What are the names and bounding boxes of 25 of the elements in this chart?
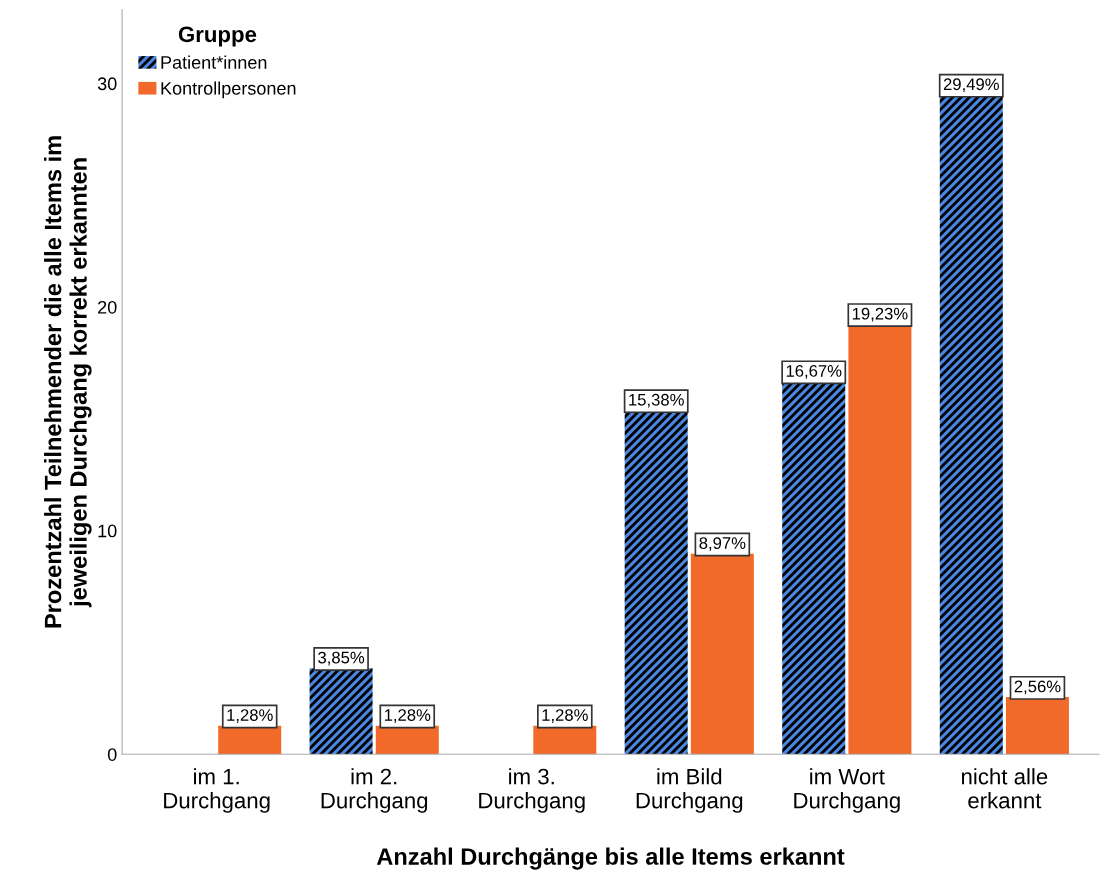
y-tick-label: 10: [98, 524, 117, 538]
x-tick-label: im Wort Durchgang: [794, 768, 900, 813]
y-axis-title: Prozentzahl Teilnehmender die alle Items im jeweiligen Durchgang korrekt erkannten: [44, 136, 92, 628]
data-label: 8,97%: [699, 537, 746, 551]
data-label: 15,38%: [629, 393, 684, 408]
data-label: 29,49%: [943, 78, 999, 93]
legend-label: Kontrollpersonen: [161, 81, 296, 99]
data-label: 19,23%: [852, 307, 908, 322]
x-tick-label: im 2. Durchgang: [321, 768, 428, 813]
y-tick-label: 20: [98, 300, 117, 314]
data-label: 16,67%: [786, 365, 842, 379]
legend-title: Gruppe: [178, 26, 257, 47]
legend-label: Patient*innen: [161, 55, 267, 69]
data-label: 3,85%: [318, 651, 365, 666]
x-axis-title: Anzahl Durchgänge bis alle Items erkannt: [376, 847, 845, 870]
data-label: 2,56%: [1014, 680, 1061, 695]
data-label: 1,28%: [542, 709, 588, 723]
y-tick-label: 30: [97, 77, 117, 91]
x-tick-label: im 3. Durchgang: [479, 768, 585, 813]
y-tick-label: 0: [107, 748, 117, 761]
x-tick-label: nicht alle erkannt: [962, 768, 1048, 809]
data-label: 1,28%: [384, 709, 431, 723]
x-tick-label: im Bild Durchgang: [636, 768, 743, 813]
x-tick-label: im 1. Durchgang: [164, 768, 270, 813]
data-label: 1,28%: [227, 709, 273, 723]
